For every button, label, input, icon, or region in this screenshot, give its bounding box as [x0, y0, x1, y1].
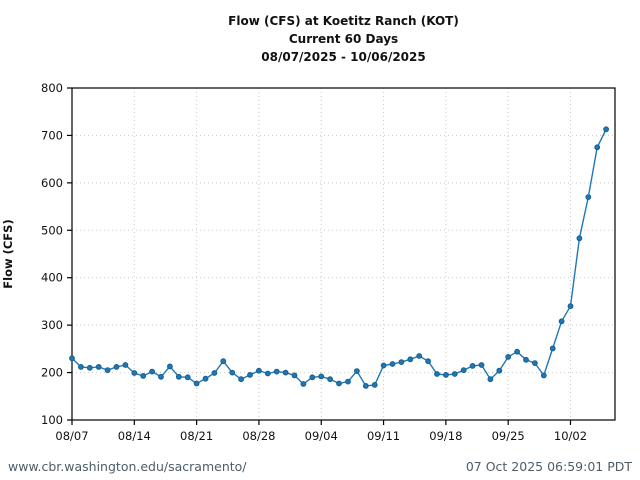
flow-point	[478, 362, 485, 368]
flow-point	[416, 353, 423, 359]
flow-point	[300, 381, 307, 387]
flow-point	[540, 372, 547, 379]
flow-point	[407, 356, 414, 363]
flow-point	[282, 369, 289, 376]
flow-point	[487, 376, 494, 383]
flow-point	[514, 348, 520, 355]
flow-point	[175, 373, 182, 380]
flow-point	[603, 126, 609, 133]
flow-point	[238, 376, 245, 383]
x-tick-label: 09/18	[429, 429, 462, 443]
flow-point	[567, 303, 574, 310]
flow-point	[167, 363, 173, 370]
y-tick-label: 800	[41, 81, 63, 95]
flow-point	[558, 318, 565, 325]
y-tick-label: 300	[41, 318, 63, 332]
flow-point	[273, 368, 280, 375]
flow-point	[211, 370, 218, 376]
flow-point	[345, 378, 351, 385]
x-tick-label: 08/07	[55, 429, 88, 443]
flow-point	[594, 144, 601, 151]
flow-point	[434, 371, 440, 377]
chart-title: Flow (CFS) at Koetitz Ranch (KOT)	[228, 14, 459, 28]
footer-timestamp: 07 Oct 2025 06:59:01 PDT	[465, 459, 632, 474]
flow-point	[451, 371, 458, 377]
flow-point	[104, 367, 111, 374]
y-tick-label: 200	[41, 366, 63, 380]
chart-title-block: Flow (CFS) at Koetitz Ranch (KOT) Curren…	[72, 12, 615, 66]
flow-point	[460, 367, 467, 374]
y-tick-label: 500	[41, 223, 63, 237]
flow-point	[184, 374, 191, 381]
flow-point	[131, 370, 138, 376]
flow-point	[576, 235, 583, 242]
y-tick-label: 100	[41, 413, 63, 427]
flow-point	[256, 367, 262, 374]
flow-point	[122, 362, 129, 368]
flow-point	[95, 364, 102, 370]
chart-subtitle: Current 60 Days	[288, 32, 399, 46]
x-tick-label: 08/28	[242, 429, 275, 443]
flow-point	[585, 194, 592, 201]
flow-point	[78, 364, 84, 370]
flow-point	[389, 361, 396, 367]
flow-point	[309, 374, 316, 381]
x-tick-label: 09/25	[492, 429, 525, 443]
flow-point	[220, 358, 227, 365]
flow-point	[425, 358, 432, 365]
x-tick-label: 08/21	[180, 429, 213, 443]
flow-point	[523, 356, 529, 363]
flow-point	[69, 355, 75, 362]
y-tick-label: 700	[41, 128, 63, 142]
flow-point	[264, 370, 271, 377]
flow-point	[380, 362, 387, 369]
flow-point	[505, 354, 512, 360]
flow-point	[354, 368, 360, 375]
flow-point	[362, 383, 369, 389]
x-tick-label: 10/02	[554, 429, 587, 443]
flow-point	[318, 373, 325, 380]
x-tick-label: 09/04	[305, 429, 338, 443]
flow-point	[291, 372, 298, 379]
y-tick-label: 600	[41, 176, 63, 190]
flow-point	[371, 382, 378, 388]
x-tick-label: 09/11	[367, 429, 400, 443]
flow-point	[327, 376, 334, 383]
flow-point	[496, 367, 503, 374]
flow-point	[549, 345, 556, 352]
flow-point	[202, 375, 209, 382]
flow-point	[443, 372, 449, 378]
chart-date-range: 08/07/2025 - 10/06/2025	[261, 50, 426, 64]
footer-url: www.cbr.washington.edu/sacramento/	[8, 459, 247, 474]
flow-point	[158, 373, 164, 380]
flow-point	[532, 360, 538, 367]
flow-point	[229, 369, 236, 376]
flow-point	[469, 363, 476, 369]
flow-point	[113, 364, 120, 370]
x-tick-label: 08/14	[118, 429, 151, 443]
flow-point	[193, 380, 200, 387]
y-tick-label: 400	[41, 271, 63, 285]
flow-point	[86, 364, 93, 371]
flow-point	[140, 373, 147, 379]
plot-frame	[71, 87, 616, 421]
flow-point	[149, 368, 156, 375]
flow-point	[336, 380, 342, 387]
flow-point	[398, 359, 405, 366]
flow-point	[247, 372, 253, 378]
flow-line	[71, 128, 607, 387]
